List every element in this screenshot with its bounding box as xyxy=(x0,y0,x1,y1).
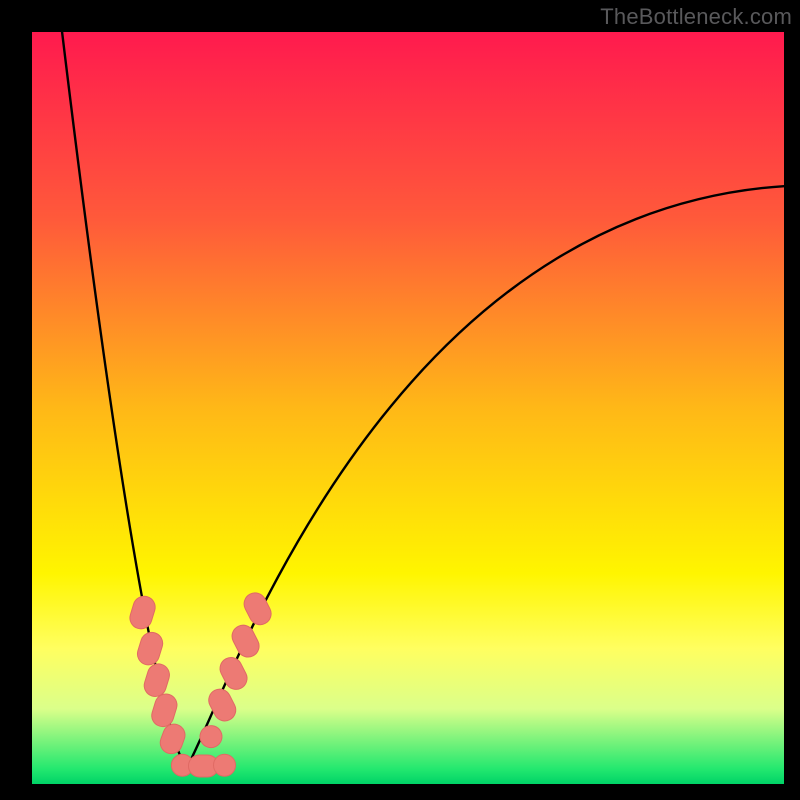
curve-marker xyxy=(149,691,180,729)
curve-marker xyxy=(216,654,251,693)
plot-svg xyxy=(32,32,784,784)
curve-marker xyxy=(141,661,172,699)
curve-marker xyxy=(127,594,158,632)
curve-marker xyxy=(135,630,166,668)
curve-marker xyxy=(228,621,263,660)
watermark-text: TheBottleneck.com xyxy=(600,4,792,30)
bottleneck-curve xyxy=(62,32,784,769)
curve-marker xyxy=(196,722,226,752)
curve-marker xyxy=(214,754,236,776)
